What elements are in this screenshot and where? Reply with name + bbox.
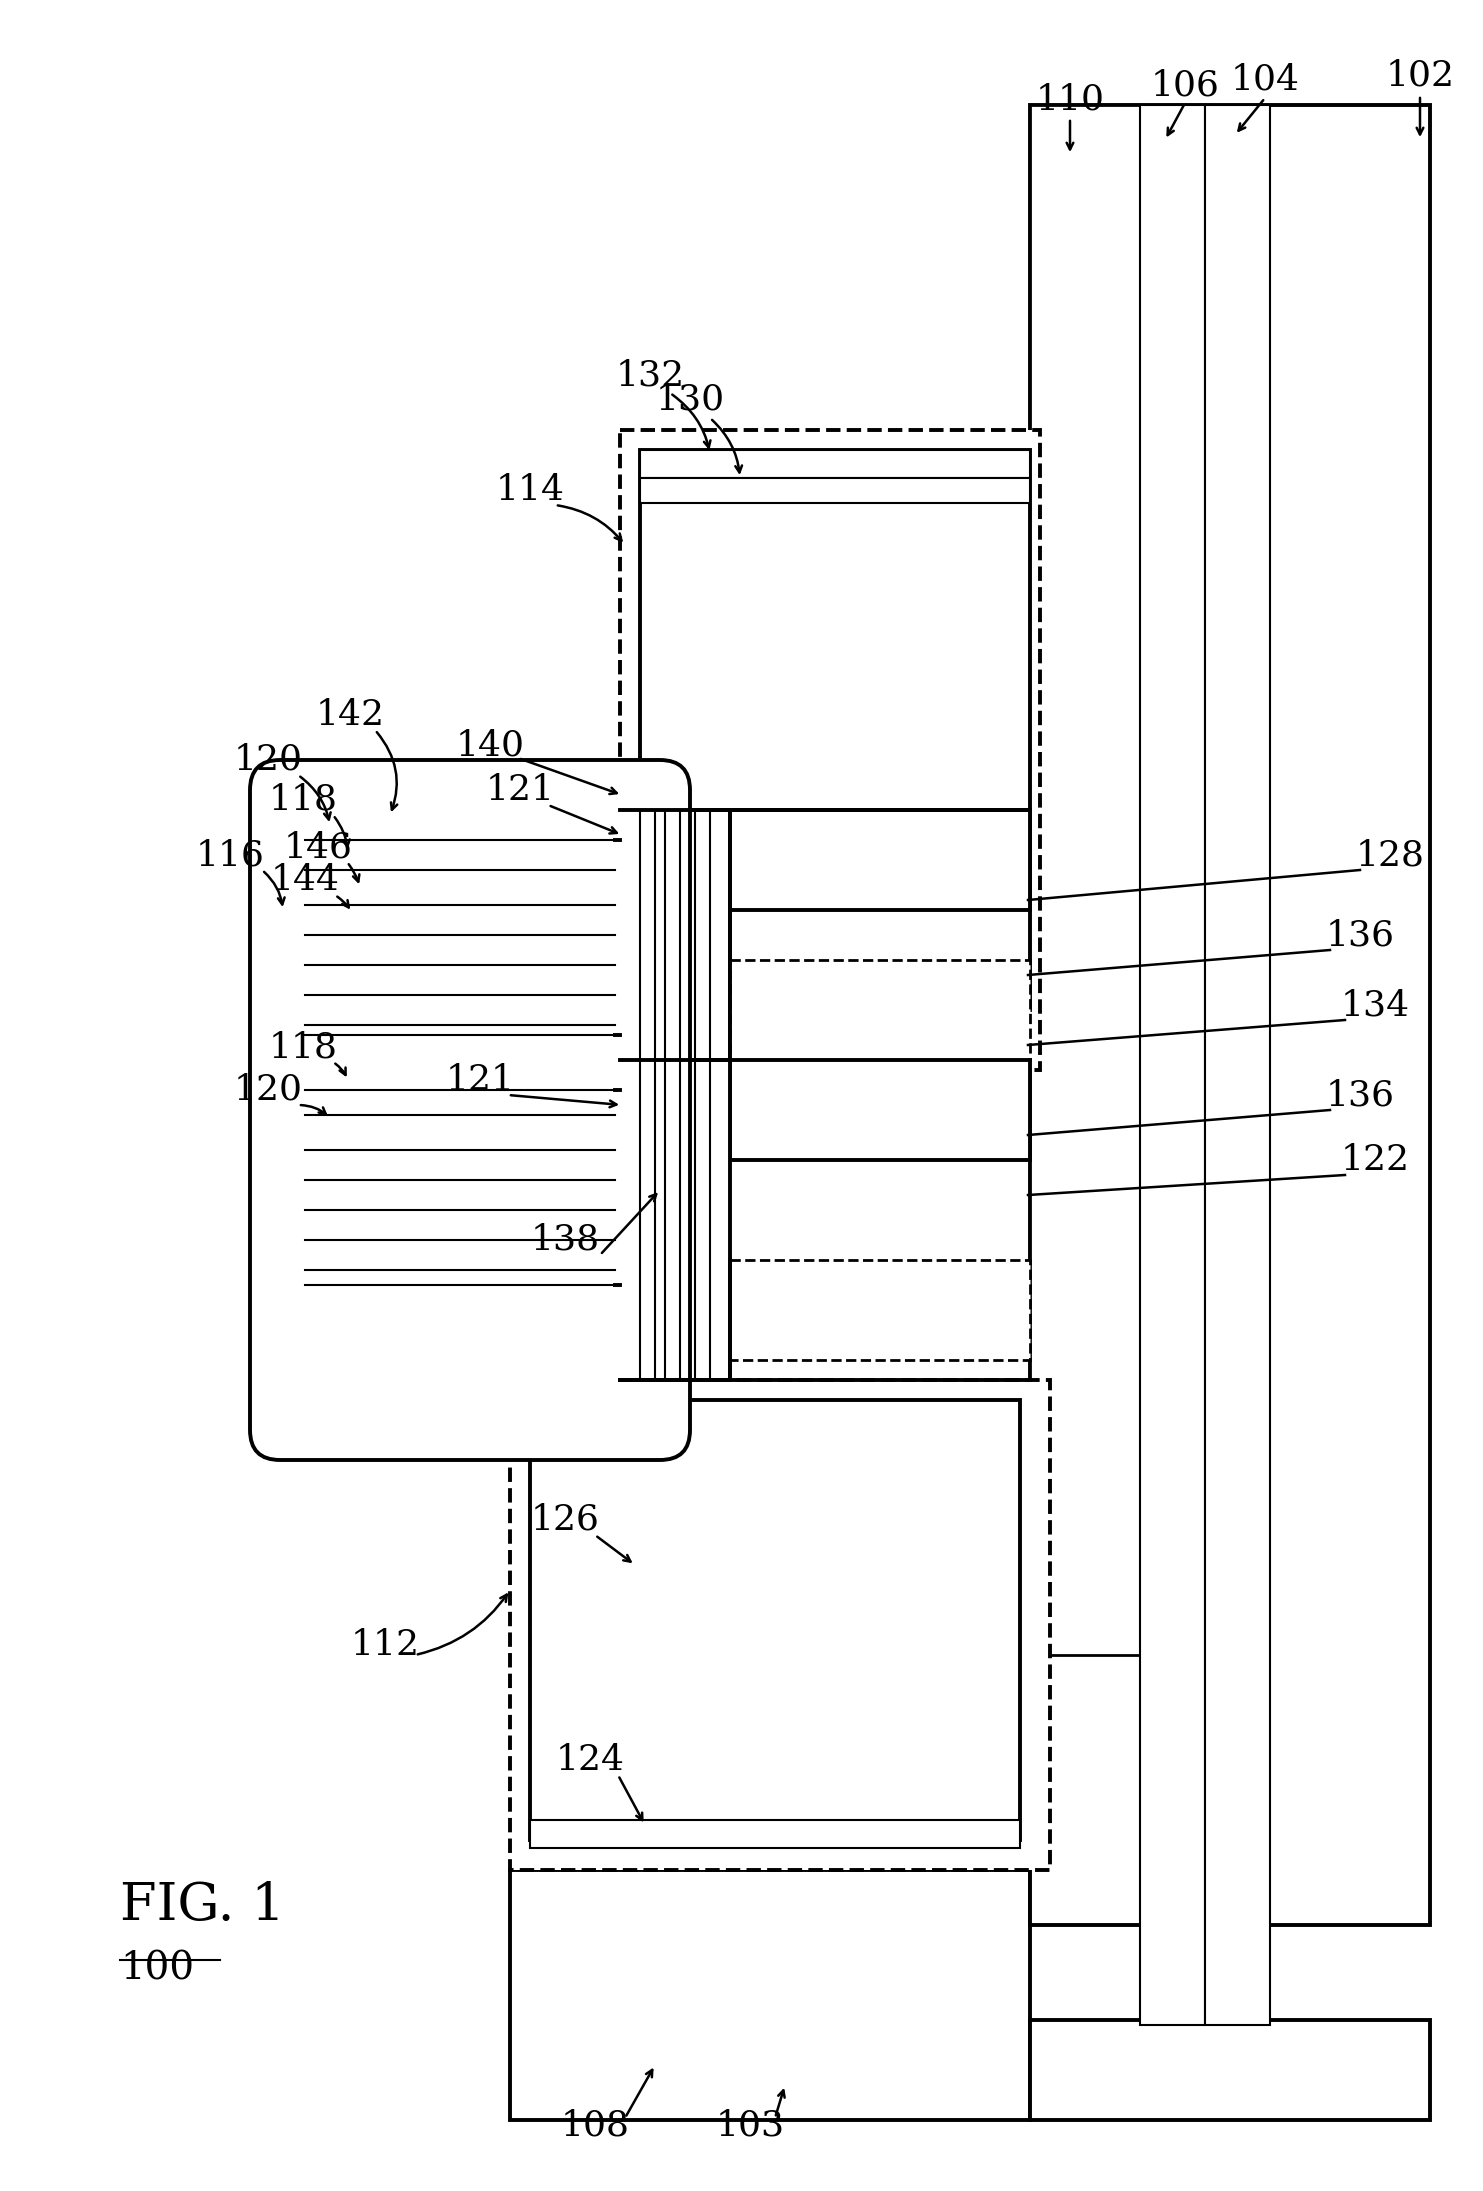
Text: 120: 120 xyxy=(233,1074,303,1106)
Bar xyxy=(730,960,1031,1060)
Text: 134: 134 xyxy=(1341,988,1409,1021)
Text: 122: 122 xyxy=(1341,1144,1409,1177)
Bar xyxy=(641,449,1031,1010)
Text: 120: 120 xyxy=(233,743,303,778)
Text: 118: 118 xyxy=(268,782,338,817)
Text: 106: 106 xyxy=(1151,68,1219,103)
FancyBboxPatch shape xyxy=(251,760,690,1459)
Bar xyxy=(1140,105,1206,2024)
Bar xyxy=(1031,105,1430,1926)
Text: 146: 146 xyxy=(283,830,353,865)
Text: 136: 136 xyxy=(1326,918,1394,953)
Text: 102: 102 xyxy=(1385,57,1455,92)
Bar xyxy=(620,429,1040,1069)
Bar xyxy=(620,1060,675,1380)
Text: 118: 118 xyxy=(268,1032,338,1065)
Bar xyxy=(730,1060,1031,1159)
Bar xyxy=(675,811,730,1060)
Text: FIG. 1: FIG. 1 xyxy=(120,1880,285,1930)
Text: 138: 138 xyxy=(531,1223,599,1258)
Text: 114: 114 xyxy=(495,473,565,506)
Bar xyxy=(1031,2020,1430,2121)
Text: 144: 144 xyxy=(270,863,340,896)
Text: 142: 142 xyxy=(316,699,384,732)
Bar xyxy=(1206,105,1269,2024)
Bar xyxy=(620,811,675,1060)
Text: 110: 110 xyxy=(1035,83,1105,116)
Text: 108: 108 xyxy=(561,2108,629,2143)
Bar xyxy=(730,1260,1031,1361)
Bar xyxy=(730,811,1031,909)
Text: 103: 103 xyxy=(715,2108,785,2143)
Text: 116: 116 xyxy=(196,837,264,872)
Bar xyxy=(1031,105,1140,1654)
Bar xyxy=(510,1380,1050,1869)
Text: 136: 136 xyxy=(1326,1078,1394,1113)
Text: 104: 104 xyxy=(1231,64,1299,96)
Bar xyxy=(641,478,1031,504)
Text: 132: 132 xyxy=(615,357,685,392)
Bar xyxy=(510,1869,1031,2121)
Text: 130: 130 xyxy=(655,383,725,416)
Text: 112: 112 xyxy=(350,1628,420,1663)
Text: 100: 100 xyxy=(120,1950,194,1987)
Text: 121: 121 xyxy=(485,773,555,806)
Text: 128: 128 xyxy=(1355,837,1425,872)
Bar xyxy=(529,1821,1020,1847)
Text: 140: 140 xyxy=(455,727,525,762)
Bar xyxy=(641,449,1031,478)
Bar xyxy=(529,1400,1020,1840)
Bar xyxy=(675,1060,730,1380)
Text: 126: 126 xyxy=(531,1503,599,1538)
Text: 124: 124 xyxy=(556,1744,624,1777)
Text: 121: 121 xyxy=(445,1063,515,1098)
